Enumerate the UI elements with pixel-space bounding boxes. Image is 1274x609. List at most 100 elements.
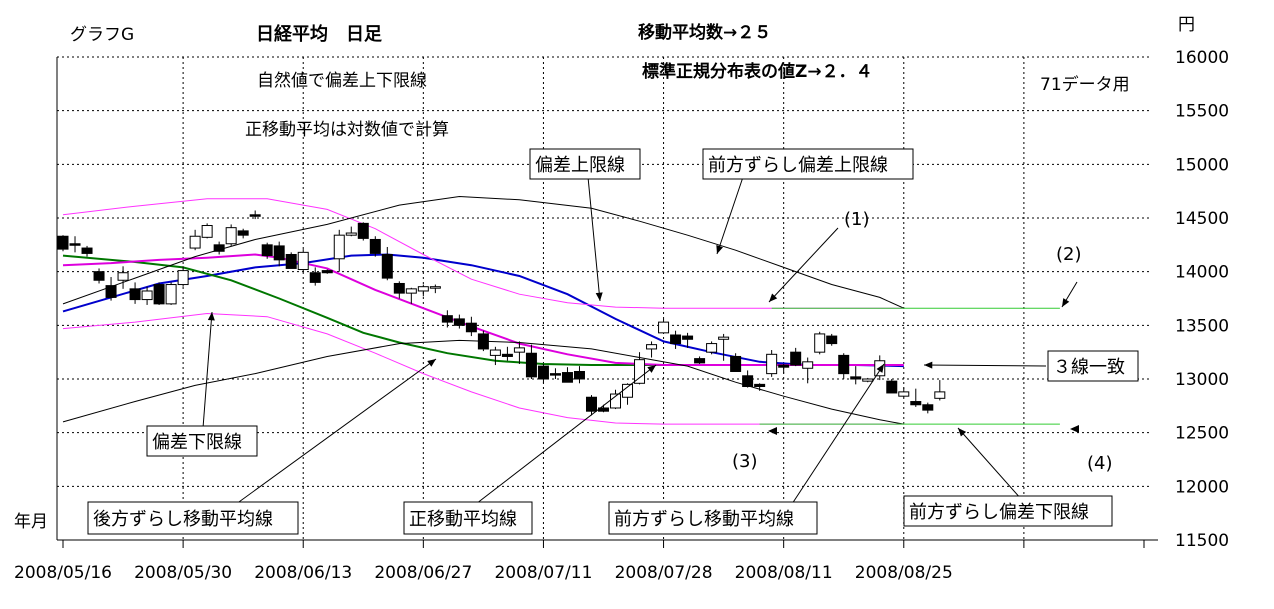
series-line	[62, 198, 904, 309]
candle-body	[537, 365, 549, 380]
candle-body	[237, 230, 249, 236]
note-band: 自然値で偏差上下限線	[257, 71, 427, 91]
candle-body	[766, 353, 778, 375]
x-tick-label: 2008/08/11	[735, 563, 833, 583]
x-tick-label: 2008/05/16	[14, 563, 112, 583]
annotation-arrowhead	[769, 293, 778, 302]
y-tick-label: 11500	[1175, 531, 1229, 551]
annotation-arrow	[587, 176, 601, 302]
candle-body	[165, 284, 177, 305]
y-tick-label: 13000	[1175, 370, 1229, 390]
annotation-label: 偏差上限線	[535, 155, 625, 176]
x-tick-label: 2008/06/27	[374, 563, 472, 583]
candle-body	[886, 380, 898, 394]
candle-body	[273, 245, 285, 261]
series-line	[62, 254, 736, 366]
annotation-box	[702, 148, 914, 180]
x-tick-label: 2008/08/25	[855, 563, 953, 583]
candle-body	[610, 393, 622, 409]
candle-body	[93, 271, 105, 281]
candle-body	[658, 321, 670, 334]
candle-body	[369, 238, 381, 254]
annotation-label: 偏差下限線	[152, 432, 242, 453]
candle-body	[682, 335, 694, 340]
candle-body	[477, 333, 489, 350]
y-tick-label: 14000	[1175, 263, 1229, 283]
candle-body	[225, 227, 237, 245]
annotation-arrow	[716, 176, 744, 255]
y-tick-label: 14500	[1175, 209, 1229, 229]
candle-body	[261, 244, 273, 257]
candle-body	[129, 288, 141, 301]
candle-body	[802, 361, 814, 369]
annotation-arrowhead	[647, 365, 656, 373]
candle-body	[405, 288, 417, 294]
candle-body	[357, 222, 369, 239]
chart-label: グラフG	[70, 25, 134, 45]
annotation-label: ３線一致	[1053, 357, 1125, 378]
annotation-label: (1)	[844, 209, 870, 230]
annotation-label: 後方ずらし移動平均線	[93, 509, 273, 530]
candle-body	[501, 353, 513, 357]
candle-body	[345, 232, 357, 236]
note-log: 正移動平均は対数値で計算	[245, 120, 449, 140]
candle-body	[561, 372, 573, 383]
candle-body	[105, 285, 117, 298]
candle-body	[670, 334, 682, 345]
annotation-arrow	[471, 364, 657, 508]
annotation-arrow	[957, 427, 1023, 501]
candle-body	[549, 373, 561, 376]
candle-body	[249, 214, 261, 217]
annotation-label: 前方ずらし偏差上限線	[708, 155, 888, 176]
candle-body	[790, 351, 802, 366]
candle-body	[189, 235, 201, 249]
annotation-box	[529, 148, 641, 180]
candle-body	[634, 359, 646, 384]
grid	[57, 56, 1150, 540]
candle-body	[117, 272, 129, 281]
candle-body	[393, 282, 405, 294]
series-line	[62, 339, 904, 425]
annotation-label: 前方ずらし偏差下限線	[909, 502, 1089, 523]
candle-body	[465, 322, 477, 333]
candle-body	[730, 355, 742, 372]
candle-body	[910, 401, 922, 406]
series-line	[62, 312, 904, 425]
candle-body	[838, 354, 850, 375]
candle-body	[489, 349, 501, 356]
annotation-arrowhead	[1062, 298, 1070, 307]
x-axis-label: 年月	[14, 512, 48, 532]
candle-body	[742, 375, 754, 388]
candle-body	[429, 286, 441, 289]
candle-body	[453, 318, 465, 326]
axes: 11500 12000 12500 13000 13500 14000 14500 15000…	[14, 48, 1229, 583]
annotation-arrowhead	[716, 245, 723, 254]
annotation-label: (2)	[1056, 244, 1082, 265]
annotation-label: (3)	[732, 451, 758, 472]
header-z-value: 標準正規分布表の値Z→２．４	[642, 61, 873, 82]
candle-body	[69, 243, 81, 246]
candle-body	[706, 343, 718, 353]
annotation-arrowhead	[595, 292, 603, 301]
annotation-box	[903, 495, 1113, 527]
annotation-label: 前方ずらし移動平均線	[614, 509, 794, 530]
candle-body	[57, 235, 69, 250]
candle-body	[141, 290, 153, 301]
annotation-arrow	[202, 311, 213, 429]
candle-body	[309, 272, 321, 283]
candle-body	[862, 378, 874, 382]
candle-body	[285, 253, 297, 269]
x-tick-label: 2008/06/13	[254, 563, 352, 583]
candle-body	[525, 352, 537, 378]
candle-body	[213, 244, 225, 252]
candle-body	[333, 234, 345, 260]
candle-body	[201, 225, 213, 238]
note-data: 71データ用	[1040, 74, 1130, 95]
y-tick-label: 12000	[1175, 477, 1229, 497]
annotation-arrowhead	[768, 427, 777, 435]
candle-body	[622, 383, 634, 398]
annotation-arrowhead	[207, 312, 215, 321]
annotation-box	[403, 501, 533, 535]
candle-body	[585, 396, 597, 412]
